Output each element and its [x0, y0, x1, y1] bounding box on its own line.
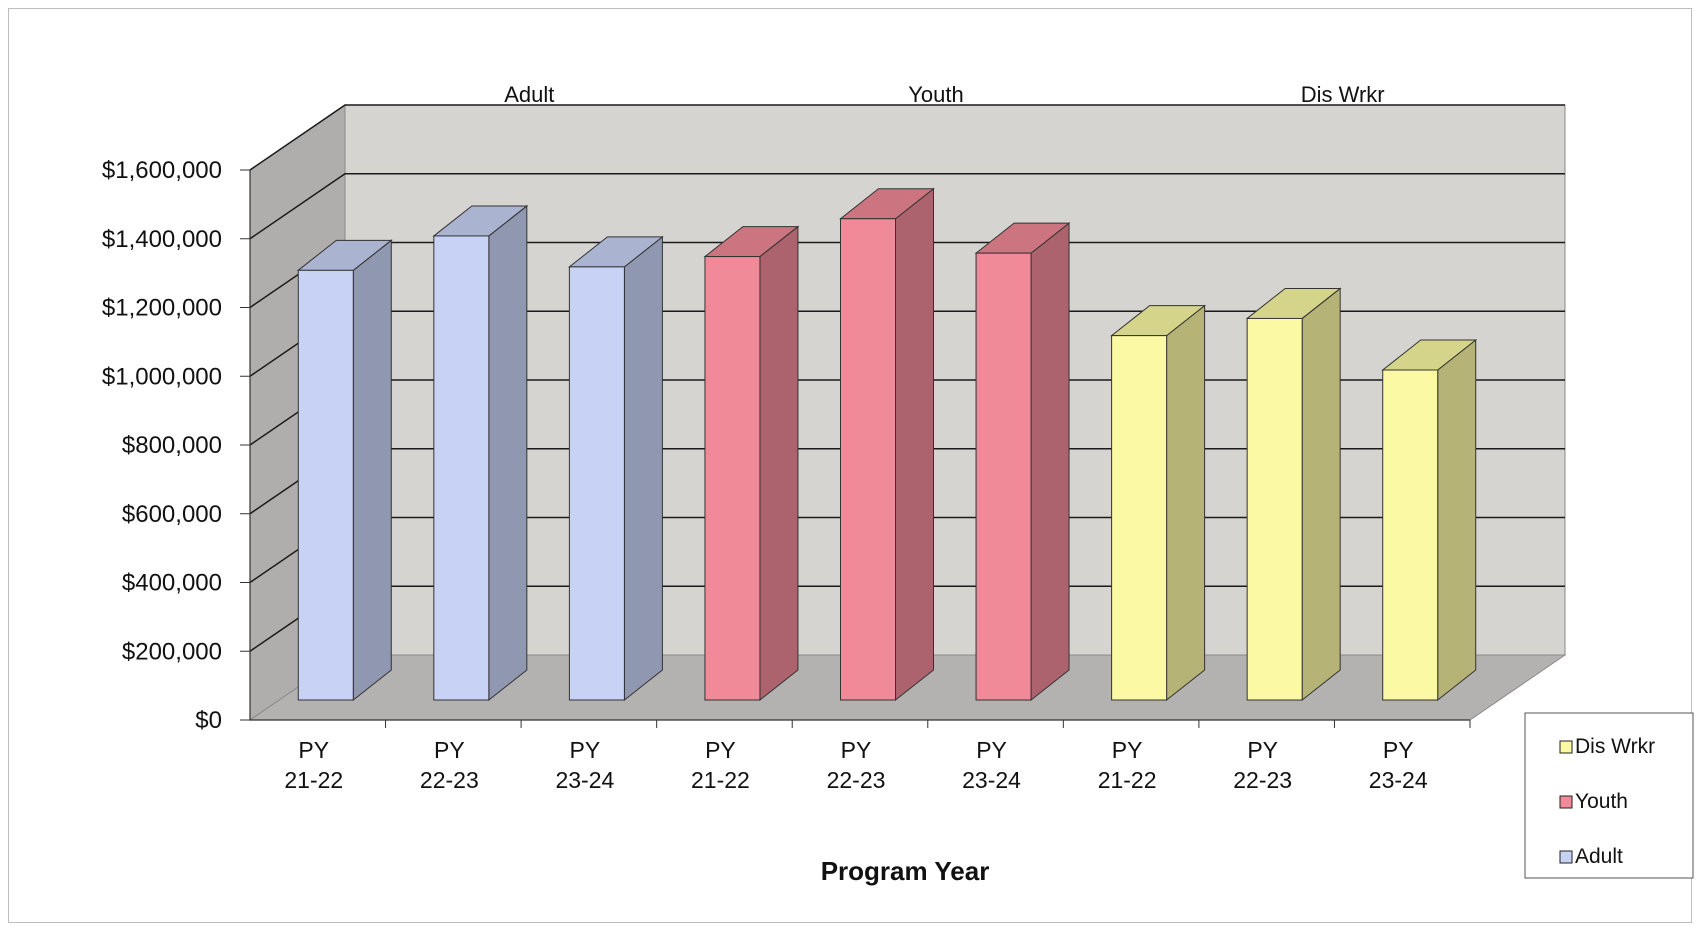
x-tick-label: PY	[1247, 737, 1278, 763]
bar-adult-0	[298, 270, 353, 700]
bar-adult-2	[569, 267, 624, 700]
x-tick-label: 23-24	[1369, 767, 1428, 793]
y-tick-label: $200,000	[122, 638, 222, 665]
y-tick-label: $400,000	[122, 570, 222, 597]
x-tick-label: PY	[705, 737, 736, 763]
x-tick-label: PY	[1383, 737, 1414, 763]
legend-item-label: Dis Wrkr	[1575, 735, 1655, 758]
group-label-dis-wrkr: Dis Wrkr	[1301, 82, 1385, 107]
x-tick-label: PY	[570, 737, 601, 763]
bar-side	[489, 206, 527, 700]
legend-swatch	[1560, 741, 1572, 753]
x-tick-label: 21-22	[284, 767, 343, 793]
bar-youth-2	[976, 253, 1031, 700]
x-tick-label: 22-23	[1233, 767, 1292, 793]
x-tick-label: PY	[298, 737, 329, 763]
legend-item-label: Adult	[1575, 845, 1623, 868]
bar-side	[1438, 340, 1476, 700]
y-tick-label: $1,400,000	[102, 226, 222, 253]
y-tick-label: $800,000	[122, 432, 222, 459]
bar-side	[760, 227, 798, 700]
bar-youth-0	[705, 257, 760, 700]
bar-adult-1	[434, 236, 489, 700]
bar-side	[1031, 223, 1069, 700]
x-tick-label: PY	[434, 737, 465, 763]
legend-swatch	[1560, 851, 1572, 863]
legend-item-label: Youth	[1575, 790, 1628, 813]
bar-side	[1167, 306, 1205, 700]
x-tick-label: 23-24	[555, 767, 614, 793]
y-tick-label: $600,000	[122, 501, 222, 528]
bar-side	[1302, 288, 1340, 700]
x-tick-label: 21-22	[1098, 767, 1157, 793]
x-tick-label: PY	[976, 737, 1007, 763]
x-tick-label: 22-23	[420, 767, 479, 793]
group-label-youth: Youth	[908, 82, 963, 107]
x-tick-label: 23-24	[962, 767, 1021, 793]
group-label-adult: Adult	[504, 82, 554, 107]
bar-dis-wrkr-1	[1247, 318, 1302, 700]
y-tick-label: $1,200,000	[102, 295, 222, 322]
x-axis-title: Program Year	[821, 856, 990, 886]
bar-youth-1	[841, 219, 896, 700]
bar-side	[896, 189, 934, 700]
x-tick-label: PY	[841, 737, 872, 763]
x-tick-label: 21-22	[691, 767, 750, 793]
y-tick-label: $1,000,000	[102, 363, 222, 390]
bar-side	[353, 240, 391, 700]
bar-dis-wrkr-2	[1383, 370, 1438, 700]
x-tick-label: PY	[1112, 737, 1143, 763]
y-tick-label: $1,600,000	[102, 157, 222, 184]
x-tick-label: 22-23	[827, 767, 886, 793]
y-tick-label: $0	[195, 707, 222, 734]
legend-swatch	[1560, 796, 1572, 808]
bar-dis-wrkr-0	[1112, 336, 1167, 700]
bar-side	[624, 237, 662, 700]
